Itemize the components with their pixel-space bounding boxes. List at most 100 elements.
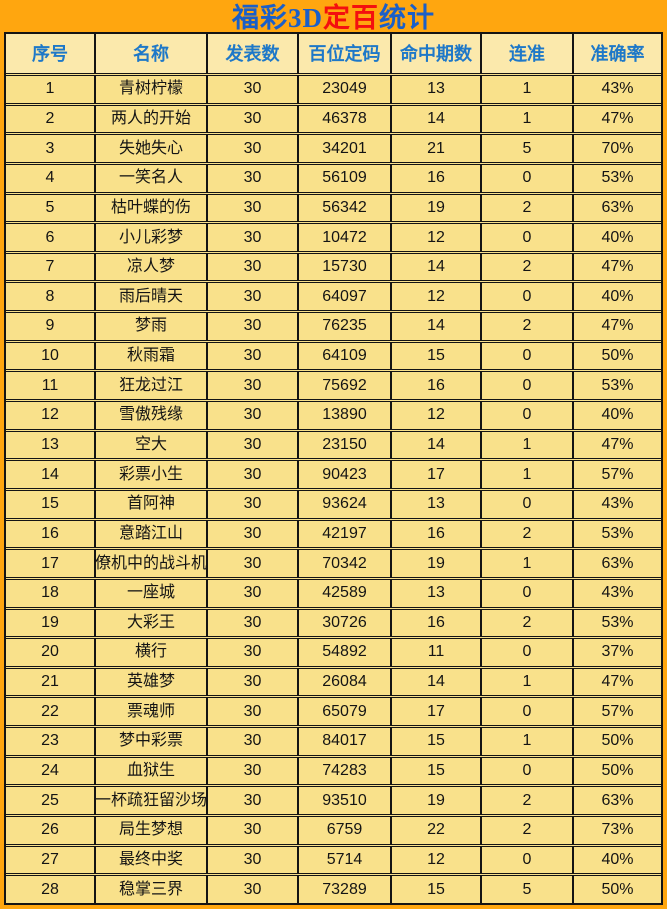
cell-name: 英雄梦 xyxy=(94,668,206,696)
cell-index: 25 xyxy=(41,791,59,809)
cell-hits: 14 xyxy=(390,431,480,459)
cell-name: 意踏江山 xyxy=(94,520,206,548)
cell-code: 65079 xyxy=(297,698,390,726)
cell-hits: 14 xyxy=(390,105,480,133)
cell-name: 横行 xyxy=(94,639,206,666)
cell-published: 30 xyxy=(206,194,297,222)
cell-code: 30726 xyxy=(297,609,390,637)
cell-published: 30 xyxy=(206,372,297,400)
cell-published: 30 xyxy=(206,520,297,548)
cell-streak: 2 xyxy=(480,520,572,548)
column-header-name: 名称 xyxy=(94,34,206,73)
cell-accuracy: 50% xyxy=(572,757,661,785)
cell-name: 青树柠檬 xyxy=(94,76,206,103)
cell-name: 大彩王 xyxy=(94,609,206,637)
cell-name: 小儿彩梦 xyxy=(94,224,206,251)
cell-streak: 1 xyxy=(480,431,572,459)
cell-index: 8 xyxy=(45,287,55,305)
cell-accuracy: 63% xyxy=(572,787,661,815)
cell-streak: 0 xyxy=(480,757,572,785)
table-row: 2 两人的开始 30 46378 14 1 47% xyxy=(6,104,661,134)
cell-name: 彩票小生 xyxy=(94,461,206,488)
page-title: 福彩3D 定百 统计 xyxy=(4,4,663,32)
cell-streak: 1 xyxy=(480,76,572,103)
cell-index: 13 xyxy=(41,436,59,453)
cell-index: 15 xyxy=(41,495,59,513)
cell-hits: 12 xyxy=(390,846,480,874)
column-header-published: 发表数 xyxy=(206,34,297,73)
cell-index: 7 xyxy=(45,258,55,276)
cell-hits: 16 xyxy=(390,372,480,400)
cell-accuracy: 53% xyxy=(572,609,661,637)
cell-streak: 2 xyxy=(480,609,572,637)
table-row: 24 血狱生 30 74283 15 0 50% xyxy=(6,756,661,786)
cell-published: 30 xyxy=(206,253,297,281)
cell-accuracy: 73% xyxy=(572,817,661,844)
table-row: 5 枯叶蝶的伤 30 56342 19 2 63% xyxy=(6,193,661,223)
cell-published: 30 xyxy=(206,550,297,577)
cell-accuracy: 53% xyxy=(572,372,661,400)
cell-index: 3 xyxy=(45,139,55,157)
cell-code: 76235 xyxy=(297,313,390,340)
cell-index: 1 xyxy=(45,80,55,98)
cell-hits: 21 xyxy=(390,135,480,162)
cell-hits: 19 xyxy=(390,194,480,222)
cell-published: 30 xyxy=(206,342,297,370)
cell-accuracy: 37% xyxy=(572,639,661,666)
cell-name: 两人的开始 xyxy=(94,105,206,133)
cell-published: 30 xyxy=(206,876,297,903)
cell-streak: 2 xyxy=(480,253,572,281)
table-row: 7 凉人梦 30 15730 14 2 47% xyxy=(6,252,661,282)
table-row: 8 雨后晴天 30 64097 12 0 40% xyxy=(6,282,661,312)
cell-index: 4 xyxy=(45,169,55,187)
cell-published: 30 xyxy=(206,579,297,607)
cell-published: 30 xyxy=(206,639,297,666)
cell-index: 2 xyxy=(45,109,55,127)
cell-accuracy: 40% xyxy=(572,283,661,311)
cell-name: 雪傲残缘 xyxy=(94,402,206,429)
cell-accuracy: 47% xyxy=(572,313,661,340)
cell-streak: 0 xyxy=(480,579,572,607)
cell-hits: 14 xyxy=(390,253,480,281)
cell-streak: 0 xyxy=(480,846,572,874)
cell-published: 30 xyxy=(206,728,297,755)
table-row: 21 英雄梦 30 26084 14 1 47% xyxy=(6,667,661,697)
title-segment-hundreds: 定百 xyxy=(323,3,379,33)
table-row: 14 彩票小生 30 90423 17 1 57% xyxy=(6,460,661,489)
cell-index: 22 xyxy=(41,702,59,720)
cell-code: 46378 xyxy=(297,105,390,133)
cell-name: 失她失心 xyxy=(94,135,206,162)
cell-name: 狂龙过江 xyxy=(94,372,206,400)
title-segment-stats: 统计 xyxy=(379,3,435,33)
table-row: 28 稳掌三界 30 73289 15 5 50% xyxy=(6,875,661,903)
cell-streak: 1 xyxy=(480,461,572,488)
cell-published: 30 xyxy=(206,817,297,844)
table-row: 25 一杯疏狂留沙场 30 93510 19 2 63% xyxy=(6,786,661,816)
column-header-index: 序号 xyxy=(32,43,68,64)
cell-published: 30 xyxy=(206,461,297,488)
cell-streak: 0 xyxy=(480,342,572,370)
cell-accuracy: 40% xyxy=(572,224,661,251)
table-row: 17 僚机中的战斗机 30 70342 19 1 63% xyxy=(6,549,661,578)
table-row: 27 最终中奖 30 5714 12 0 40% xyxy=(6,845,661,875)
cell-index: 27 xyxy=(41,850,59,868)
table-row: 15 首阿神 30 93624 13 0 43% xyxy=(6,489,661,519)
cell-streak: 1 xyxy=(480,728,572,755)
cell-hits: 16 xyxy=(390,520,480,548)
cell-code: 75692 xyxy=(297,372,390,400)
cell-index: 18 xyxy=(41,584,59,602)
cell-accuracy: 43% xyxy=(572,76,661,103)
cell-hits: 17 xyxy=(390,461,480,488)
cell-hits: 15 xyxy=(390,876,480,903)
cell-hits: 15 xyxy=(390,757,480,785)
cell-accuracy: 47% xyxy=(572,253,661,281)
stats-table: 序号 名称 发表数 百位定码 命中期数 连准 准确率 1 青树柠檬 30 230… xyxy=(4,32,663,905)
cell-index: 10 xyxy=(41,347,59,365)
cell-code: 6759 xyxy=(297,817,390,844)
column-header-code: 百位定码 xyxy=(297,34,390,73)
cell-code: 23049 xyxy=(297,76,390,103)
cell-streak: 2 xyxy=(480,817,572,844)
cell-hits: 13 xyxy=(390,490,480,518)
cell-name: 一座城 xyxy=(94,579,206,607)
cell-accuracy: 57% xyxy=(572,698,661,726)
